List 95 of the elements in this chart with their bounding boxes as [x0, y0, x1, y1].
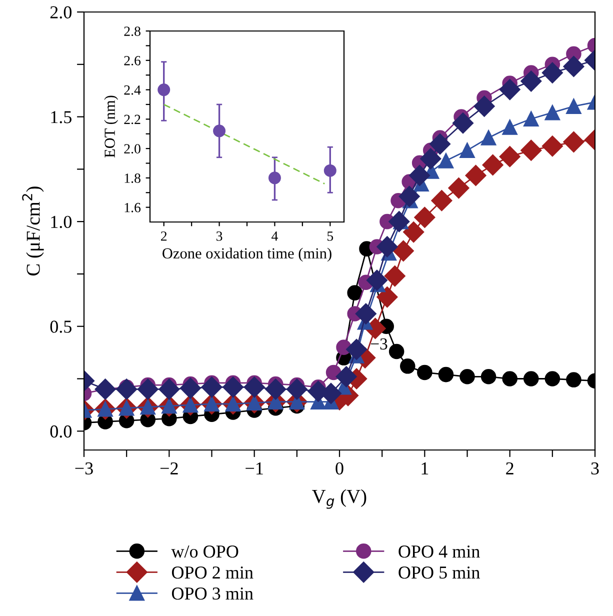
x-tick-label: 2: [160, 231, 167, 241]
point: [429, 134, 451, 155]
point: [409, 164, 430, 186]
x-tick-label: 3: [216, 231, 222, 241]
point: [286, 378, 308, 400]
point: [137, 378, 158, 400]
point: [384, 266, 406, 287]
point: [388, 211, 410, 232]
point: [222, 376, 244, 398]
point: [376, 286, 398, 308]
y-tick-label: 0.0: [50, 425, 72, 438]
y-tick-label: 2.8: [124, 26, 140, 36]
point: [523, 371, 539, 386]
x-tick-label: −3: [75, 462, 93, 475]
point: [520, 140, 542, 161]
y-tick-label: 0.5: [50, 320, 72, 333]
point: [420, 148, 442, 170]
point: [480, 130, 496, 146]
point: [326, 364, 342, 380]
point: [499, 146, 520, 168]
point: [438, 366, 454, 382]
y-axis-title: C (μF/cm$^{2}$): [22, 186, 44, 276]
annotation: −3: [370, 338, 388, 350]
point: [366, 270, 388, 291]
point: [474, 96, 495, 117]
point: [460, 369, 475, 384]
point: [542, 62, 563, 84]
x-axis-title: V$_{g}$ (V): [312, 489, 366, 509]
point: [499, 79, 520, 100]
legend-label: w/o OPO: [171, 546, 238, 558]
point: [244, 376, 265, 398]
point: [566, 372, 582, 388]
y-tick-label: 1.8: [124, 174, 140, 183]
point: [542, 136, 563, 157]
x-tick-label: 0: [336, 462, 344, 475]
point: [465, 164, 486, 186]
point: [355, 303, 376, 324]
y-tick-label: 1.6: [124, 202, 141, 212]
point: [213, 124, 226, 138]
point: [417, 364, 432, 380]
x-axis-title: Ozone oxidation time (min): [162, 248, 332, 262]
point: [414, 206, 436, 228]
point: [448, 178, 470, 199]
point: [324, 164, 336, 177]
point: [431, 190, 452, 212]
point: [268, 172, 281, 184]
y-axis-title: EOT (nm): [104, 96, 118, 158]
point: [265, 378, 286, 400]
legend-label: OPO 2 min: [172, 566, 254, 579]
legend-label: OPO 4 min: [398, 546, 480, 558]
point: [180, 378, 201, 399]
point: [94, 378, 116, 400]
point: [480, 369, 496, 384]
y-tick-label: 1.5: [51, 111, 72, 124]
point: [347, 285, 362, 300]
point: [376, 236, 398, 258]
point: [158, 378, 180, 400]
point: [563, 56, 584, 78]
legend-label: OPO 3 min: [172, 588, 254, 600]
x-tick-label: 5: [327, 232, 334, 241]
point: [544, 104, 560, 120]
point: [438, 153, 454, 168]
legend-label: OPO 5 min: [398, 566, 480, 579]
point: [563, 131, 584, 152]
y-tick-label: 2.2: [124, 114, 140, 124]
point: [566, 98, 582, 114]
point: [502, 371, 518, 386]
point: [523, 111, 539, 127]
x-tick-label: 2: [506, 462, 514, 474]
x-tick-label: −2: [160, 462, 178, 474]
point: [398, 186, 420, 207]
y-tick-label: 2.4: [124, 85, 141, 95]
point: [482, 154, 504, 176]
x-tick-label: 3: [591, 462, 599, 475]
point: [116, 378, 138, 400]
point: [336, 366, 357, 388]
y-tick-label: 2.6: [124, 56, 141, 66]
y-tick-label: 1.0: [51, 216, 72, 228]
point: [158, 84, 170, 96]
x-tick-label: −1: [246, 462, 263, 474]
x-tick-label: 1: [422, 462, 428, 474]
point: [544, 371, 560, 386]
y-tick-label: 2.0: [50, 6, 72, 19]
point: [201, 376, 222, 398]
point: [460, 142, 475, 158]
point: [403, 222, 424, 243]
point: [452, 112, 474, 134]
y-tick-label: 2.0: [124, 144, 140, 154]
point: [502, 120, 518, 135]
x-tick-label: 4: [272, 232, 278, 241]
point: [392, 240, 414, 262]
point: [346, 338, 368, 360]
point: [388, 344, 404, 360]
point: [520, 70, 542, 92]
point: [400, 358, 416, 374]
